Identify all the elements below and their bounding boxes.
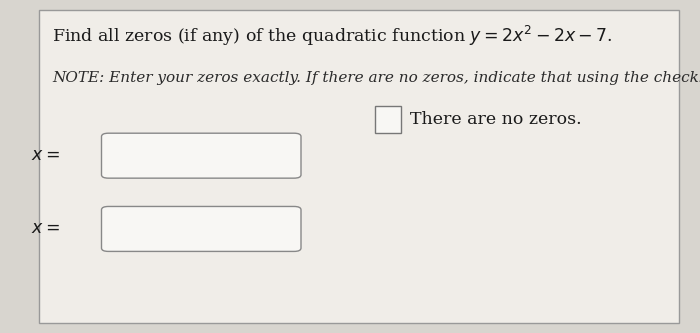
FancyBboxPatch shape <box>102 206 301 251</box>
FancyBboxPatch shape <box>102 133 301 178</box>
Text: NOTE: Enter your zeros exactly. If there are no zeros, indicate that using the c: NOTE: Enter your zeros exactly. If there… <box>52 71 700 85</box>
FancyBboxPatch shape <box>38 10 679 323</box>
Text: $x =$: $x =$ <box>31 147 60 164</box>
FancyBboxPatch shape <box>374 106 401 133</box>
Text: There are no zeros.: There are no zeros. <box>410 111 581 128</box>
Text: Find all zeros (if any) of the quadratic function $y = 2x^2 - 2x - 7$.: Find all zeros (if any) of the quadratic… <box>52 24 613 48</box>
Text: $x =$: $x =$ <box>31 220 60 237</box>
